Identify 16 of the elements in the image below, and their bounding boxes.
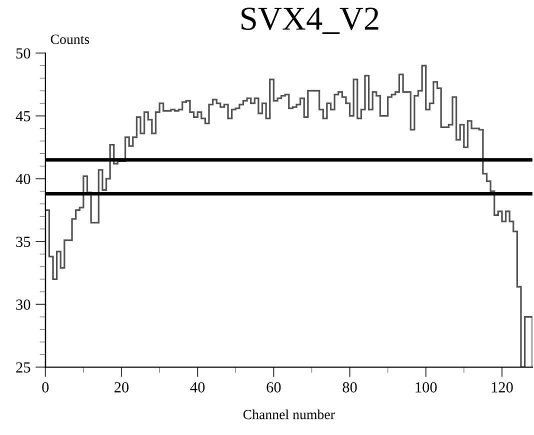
x-tick-label: 80	[342, 382, 357, 392]
x-tick-label: 60	[266, 382, 281, 392]
x-tick-label: 100	[416, 382, 437, 392]
x-tick-label: 20	[114, 382, 129, 392]
y-tick-label: 45	[16, 111, 30, 122]
x-tick-label: 0	[42, 382, 49, 392]
x-axis-title: Channel number	[243, 409, 335, 420]
y-tick-label: 40	[16, 174, 30, 184]
y-tick-label: 30	[16, 299, 30, 310]
y-axis-title: Counts	[50, 34, 90, 44]
y-tick-label: 50	[16, 48, 30, 59]
x-tick-label: 120	[492, 382, 513, 392]
x-tick-label: 40	[190, 382, 205, 392]
y-tick-label: 35	[16, 236, 30, 247]
y-tick-label: 25	[16, 362, 30, 373]
chart-title: SVX4_V2	[242, 8, 378, 34]
